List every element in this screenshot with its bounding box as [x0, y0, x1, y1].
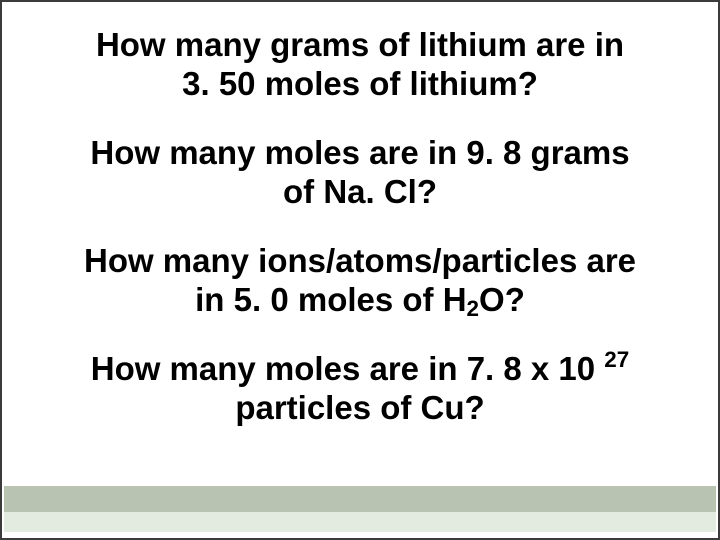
question-2: How many moles are in 9. 8 grams of Na. …: [16, 134, 704, 212]
q4-line2: particles of Cu?: [235, 389, 484, 426]
question-3: How many ions/atoms/particles are in 5. …: [16, 242, 704, 320]
gap-2: [16, 212, 704, 242]
footer-band: [4, 486, 716, 532]
question-1: How many grams of lithium are in 3. 50 m…: [16, 26, 704, 104]
slide-frame: How many grams of lithium are in 3. 50 m…: [0, 0, 720, 540]
q3-sub: 2: [467, 296, 479, 321]
q3-line2a: in 5. 0 moles of H: [195, 281, 466, 318]
gap-1: [16, 104, 704, 134]
q3-line2b: O?: [479, 281, 525, 318]
q2-line2: of Na. Cl?: [283, 173, 437, 210]
q3-line1: How many ions/atoms/particles are: [84, 242, 636, 279]
footer-band-light: [4, 512, 716, 532]
q4-sup: 27: [604, 347, 629, 372]
footer-band-dark: [4, 486, 716, 512]
q1-line2: 3. 50 moles of lithium?: [182, 65, 538, 102]
q4-line1a: How many moles are in 7. 8 x 10: [91, 350, 605, 387]
gap-3: [16, 320, 704, 350]
q1-line1: How many grams of lithium are in: [96, 26, 624, 63]
slide-content: How many grams of lithium are in 3. 50 m…: [16, 26, 704, 482]
q2-line1: How many moles are in 9. 8 grams: [90, 134, 629, 171]
question-4: How many moles are in 7. 8 x 10 27 parti…: [16, 350, 704, 428]
